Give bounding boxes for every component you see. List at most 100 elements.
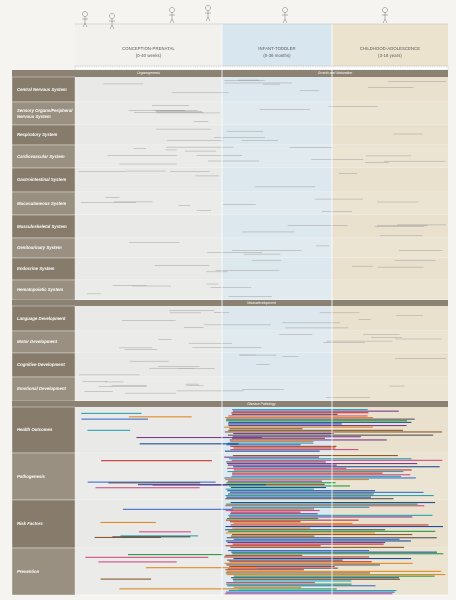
row-body [75,125,222,145]
bar-decor [224,562,413,564]
figure-body [109,18,115,30]
bar-decor [228,429,404,431]
bar-decor [230,441,314,443]
bar-decor [226,582,315,584]
period-subtitle: (3-18 years) [378,53,402,58]
bar-decor [229,439,387,441]
bar-decor [100,521,156,524]
period-title: CONCEPTION-PRENATAL [122,46,175,51]
row-body [332,377,448,401]
bar-decor [227,464,337,466]
bar-decor [229,588,337,590]
row-label: Musculoskeletal System [17,223,67,229]
bar-decor [231,551,437,553]
period-header-bg [222,24,332,66]
row-body [332,168,448,192]
row-body [75,192,222,215]
figure-head [169,7,175,13]
row-body [222,145,332,168]
bar-decor [226,420,408,422]
row-body [75,77,222,102]
bar-decor [229,516,413,518]
row-label: Prevention [17,568,40,574]
bar-decor [226,574,446,576]
figure-body [82,16,88,28]
row-label: Hematopoietic System [17,287,64,293]
row-label: Endocrine System [17,266,55,272]
bar-decor [152,484,229,486]
bar-decor [232,410,399,412]
bar-decor [227,542,386,544]
row-label: Risk Factors [17,521,43,527]
bar-decor [119,588,239,590]
row-body [222,102,332,125]
row-body [332,306,448,331]
row-body [222,377,332,401]
bar-decor [232,527,311,529]
bar-decor [101,460,212,462]
bar-decor [226,583,352,585]
bar-decor [229,521,301,523]
bar-decor [228,493,374,495]
bar-decor [229,561,372,563]
row-body [332,280,448,300]
bar-decor [232,553,444,555]
row-label: Health Outcomes [17,427,53,433]
figure-body [169,12,175,24]
row-label-bg [11,406,76,454]
row-body [332,238,448,258]
bar-decor [230,487,326,489]
bar-decor [227,423,342,425]
row-body [75,168,222,192]
bar-decor [227,480,322,482]
period-header-bg [75,24,222,66]
bar-decor [229,428,303,430]
figure-body [282,12,288,24]
bar-decor [232,409,368,411]
bar-decor [145,567,257,569]
row-label: Motor Development [17,339,58,345]
bar-decor [226,518,319,520]
bar-decor [229,458,412,460]
bar-decor [94,536,161,539]
bar-decor [225,526,443,528]
bar-decor [228,415,368,417]
figure-head [82,11,88,17]
row-body [332,331,448,353]
bar-decor [233,580,352,582]
row-body [75,331,222,353]
bar-decor [230,546,405,548]
bar-decor [230,449,359,451]
bar-decor [225,488,314,490]
section-header-bg [12,70,448,77]
bar-decor [228,421,412,423]
row-body [75,500,222,548]
bar-decor [226,564,380,566]
bar-decor [232,543,384,545]
row-body [332,125,448,145]
bar-decor [228,485,350,487]
row-label: Respiratory System [17,132,58,138]
bar-decor [227,471,404,473]
bar-decor [233,575,435,577]
row-label-bg [11,305,76,332]
row-body [75,548,222,595]
bar-decor [136,436,262,439]
bar-decor [224,556,370,558]
row-label-bg [11,452,76,501]
bar-decor [227,442,314,444]
bar-decor [128,416,192,418]
bar-decor [225,417,373,419]
bar-decor [98,561,177,563]
bar-decor [100,578,152,580]
row-label-bg [11,499,76,549]
figure-body [382,12,388,24]
bar-decor [95,487,200,489]
bar-decor [226,503,418,505]
section-header-bg [12,401,448,407]
bar-decor [227,567,338,569]
bar-decor [81,412,142,414]
row-body [222,238,332,258]
